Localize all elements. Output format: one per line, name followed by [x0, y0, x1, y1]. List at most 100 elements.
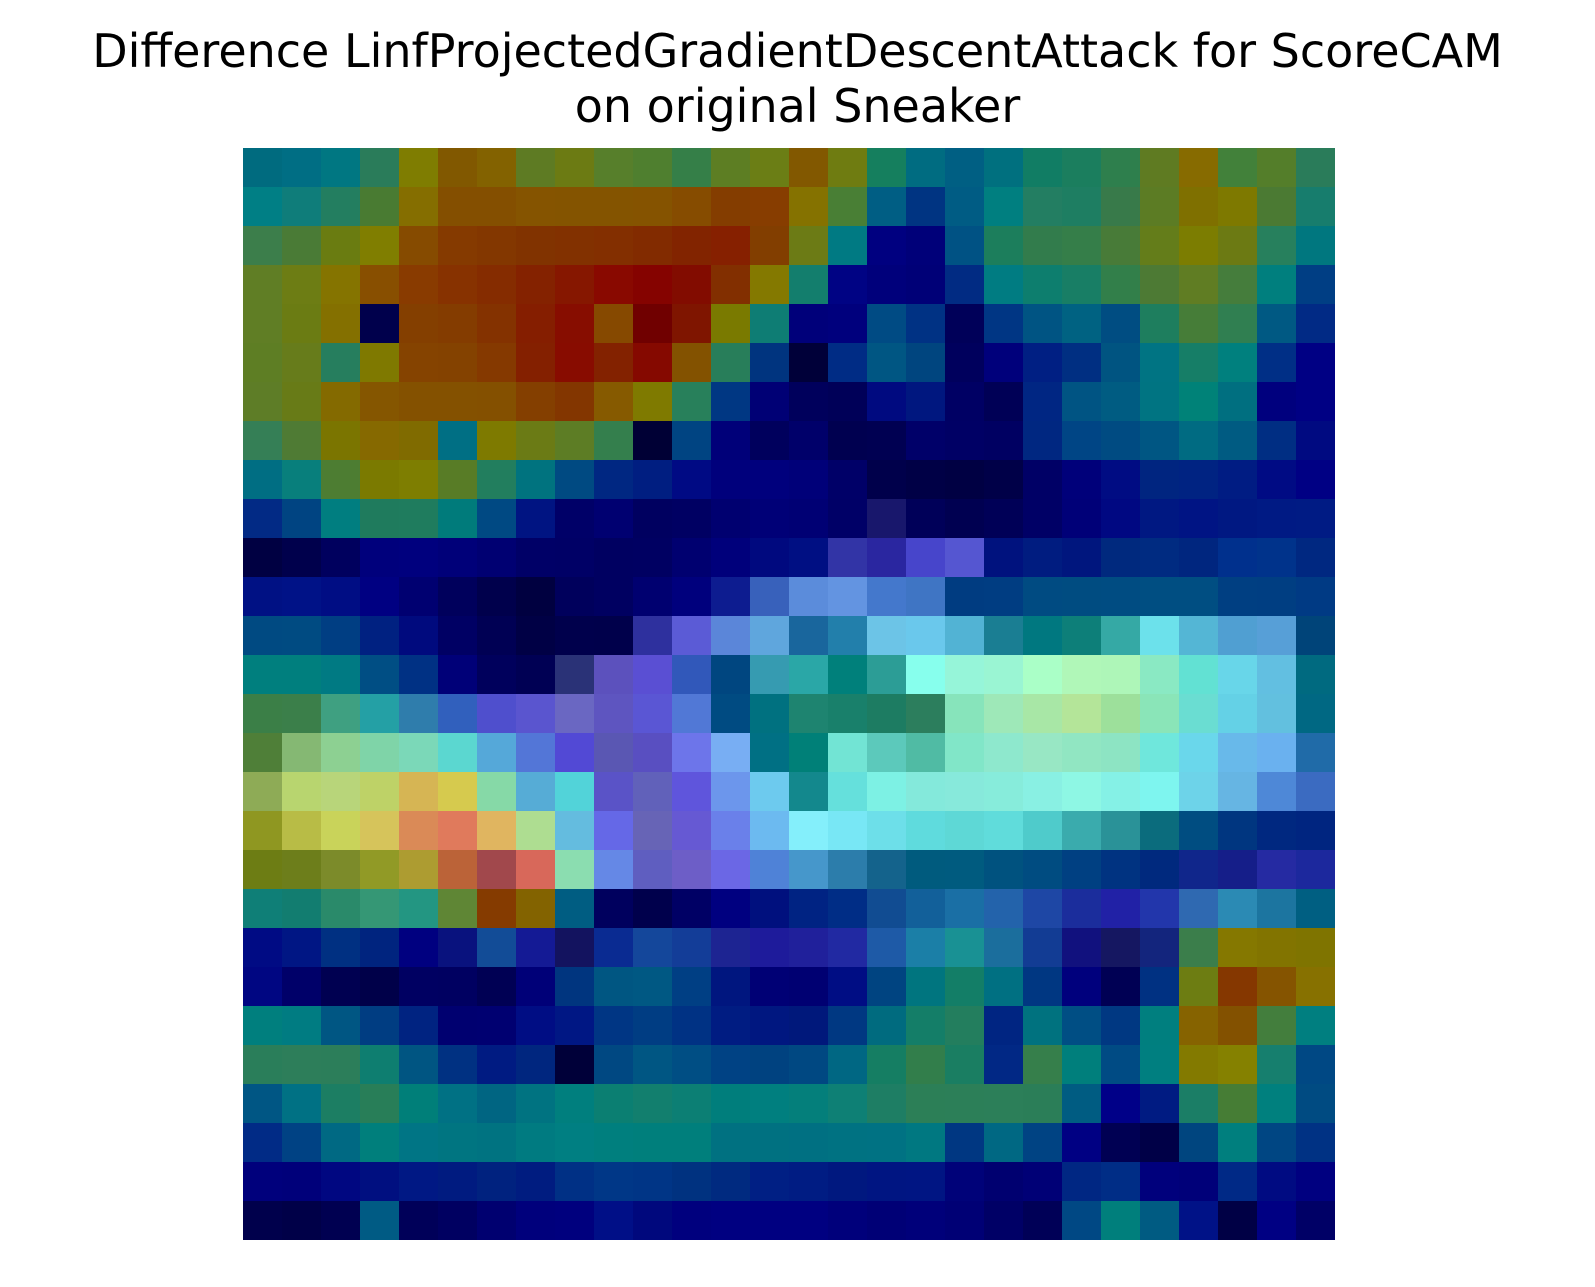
heatmap-cell [399, 811, 439, 851]
heatmap-cell [321, 499, 361, 539]
heatmap-cell [828, 1006, 868, 1046]
heatmap-cell [828, 460, 868, 500]
heatmap-cell [1140, 850, 1180, 890]
heatmap-cell [1062, 928, 1102, 968]
heatmap-cell [594, 382, 634, 422]
heatmap-cell [1218, 499, 1258, 539]
heatmap-cell [906, 733, 946, 773]
heatmap-cell [1101, 928, 1141, 968]
heatmap-cell [1023, 421, 1063, 461]
heatmap-cell [945, 1162, 985, 1202]
heatmap-cell [1023, 343, 1063, 383]
heatmap-cell [477, 811, 517, 851]
heatmap-cell [1101, 187, 1141, 227]
heatmap-cell [1062, 811, 1102, 851]
heatmap-cell [1140, 499, 1180, 539]
heatmap-cell [1179, 928, 1219, 968]
heatmap-cell [672, 1084, 712, 1124]
heatmap-cell [789, 1201, 829, 1240]
heatmap-cell [243, 772, 283, 812]
heatmap-cell [1062, 499, 1102, 539]
heatmap-cell [399, 694, 439, 734]
heatmap-cell [672, 343, 712, 383]
heatmap-cell [867, 460, 907, 500]
heatmap-cell [906, 1123, 946, 1163]
heatmap-cell [1179, 616, 1219, 656]
heatmap-cell [360, 733, 400, 773]
heatmap-cell [1179, 1201, 1219, 1240]
heatmap-cell [594, 538, 634, 578]
heatmap-cell [1140, 382, 1180, 422]
heatmap-cell [594, 616, 634, 656]
heatmap-cell [633, 187, 673, 227]
heatmap-cell [1023, 1162, 1063, 1202]
heatmap-cell [282, 694, 322, 734]
heatmap-cell [945, 772, 985, 812]
heatmap-cell [516, 304, 556, 344]
heatmap-cell [789, 265, 829, 305]
heatmap-cell [984, 928, 1024, 968]
heatmap-cell [1140, 538, 1180, 578]
heatmap-cell [477, 148, 517, 188]
heatmap-cell [360, 1084, 400, 1124]
heatmap-cell [750, 499, 790, 539]
heatmap-cell [789, 304, 829, 344]
heatmap-cell [516, 694, 556, 734]
heatmap-cell [594, 1162, 634, 1202]
heatmap-cell [477, 733, 517, 773]
heatmap-cell [711, 421, 751, 461]
heatmap-cell [750, 265, 790, 305]
heatmap-cell [555, 460, 595, 500]
heatmap-cell [1023, 616, 1063, 656]
heatmap-cell [1218, 1201, 1258, 1240]
heatmap-cell [828, 1045, 868, 1085]
heatmap-cell [282, 538, 322, 578]
heatmap-cell [789, 577, 829, 617]
heatmap-cell [321, 811, 361, 851]
heatmap-cell [1257, 382, 1297, 422]
heatmap-cell [243, 265, 283, 305]
heatmap-cell [711, 967, 751, 1007]
heatmap-cell [477, 1162, 517, 1202]
heatmap-cell [516, 850, 556, 890]
heatmap-cell [867, 1162, 907, 1202]
heatmap-cell [243, 694, 283, 734]
chart-title-line-2: on original Sneaker [574, 79, 1021, 133]
heatmap-cell [1218, 733, 1258, 773]
heatmap-cell [1062, 616, 1102, 656]
heatmap-cell [633, 538, 673, 578]
heatmap-cell [828, 421, 868, 461]
heatmap-cell [633, 577, 673, 617]
heatmap-cell [633, 148, 673, 188]
heatmap-cell [438, 772, 478, 812]
heatmap-cell [672, 187, 712, 227]
heatmap-cell [1062, 1201, 1102, 1240]
heatmap-cell [399, 616, 439, 656]
heatmap-cell [1257, 616, 1297, 656]
heatmap-cell [1023, 1006, 1063, 1046]
heatmap-cell [477, 538, 517, 578]
heatmap-cell [594, 967, 634, 1007]
heatmap-cell [750, 460, 790, 500]
heatmap-cell [594, 577, 634, 617]
heatmap-cell [1296, 226, 1335, 266]
heatmap-cell [945, 499, 985, 539]
heatmap-cell [672, 694, 712, 734]
heatmap-cell [750, 1084, 790, 1124]
heatmap-cell [321, 1162, 361, 1202]
heatmap-cell [555, 1201, 595, 1240]
heatmap-cell [1101, 1162, 1141, 1202]
heatmap-cell [399, 889, 439, 929]
heatmap-cell [477, 616, 517, 656]
heatmap-cell [477, 577, 517, 617]
heatmap-cell [750, 967, 790, 1007]
heatmap-cell [867, 343, 907, 383]
heatmap-cell [321, 226, 361, 266]
heatmap-cell [672, 967, 712, 1007]
heatmap-cell [1218, 226, 1258, 266]
heatmap-cell [789, 928, 829, 968]
heatmap-cell [672, 304, 712, 344]
heatmap-cell [867, 616, 907, 656]
heatmap-cell [1179, 1123, 1219, 1163]
heatmap-cell [477, 187, 517, 227]
